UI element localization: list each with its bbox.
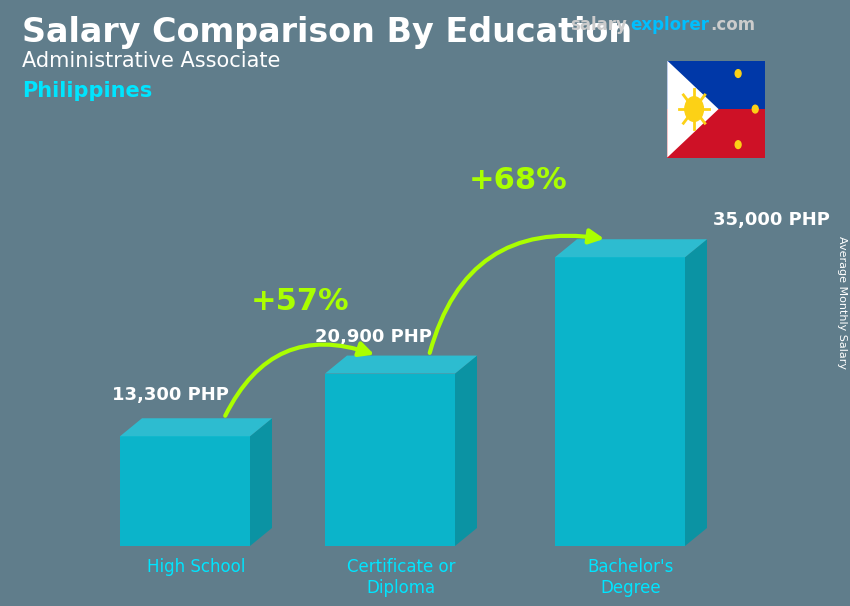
Text: 20,900 PHP: 20,900 PHP xyxy=(315,328,432,345)
Polygon shape xyxy=(685,239,707,546)
Text: +57%: +57% xyxy=(252,287,350,316)
Polygon shape xyxy=(555,239,707,258)
Text: explorer: explorer xyxy=(630,16,709,34)
Polygon shape xyxy=(667,61,718,158)
Circle shape xyxy=(752,105,758,113)
Text: High School: High School xyxy=(147,558,245,576)
Text: salary: salary xyxy=(570,16,626,34)
Polygon shape xyxy=(667,61,765,158)
Text: 35,000 PHP: 35,000 PHP xyxy=(713,211,830,229)
Text: Certificate or
Diploma: Certificate or Diploma xyxy=(347,558,456,597)
Polygon shape xyxy=(120,436,250,546)
Polygon shape xyxy=(120,418,272,436)
Text: Salary Comparison By Education: Salary Comparison By Education xyxy=(22,16,632,49)
Text: .com: .com xyxy=(710,16,755,34)
Polygon shape xyxy=(667,61,765,109)
Text: Administrative Associate: Administrative Associate xyxy=(22,51,280,71)
Polygon shape xyxy=(325,373,455,546)
Text: Average Monthly Salary: Average Monthly Salary xyxy=(837,236,847,370)
Text: Philippines: Philippines xyxy=(22,81,152,101)
Circle shape xyxy=(735,70,741,78)
Polygon shape xyxy=(667,109,765,158)
Polygon shape xyxy=(455,356,477,546)
FancyArrowPatch shape xyxy=(430,230,599,353)
Circle shape xyxy=(735,141,741,148)
Text: Bachelor's
Degree: Bachelor's Degree xyxy=(588,558,674,597)
Circle shape xyxy=(685,97,704,121)
FancyArrowPatch shape xyxy=(225,344,370,416)
Polygon shape xyxy=(250,418,272,546)
Text: +68%: +68% xyxy=(468,165,567,195)
Polygon shape xyxy=(325,356,477,373)
Polygon shape xyxy=(555,258,685,546)
Text: 13,300 PHP: 13,300 PHP xyxy=(112,386,229,404)
